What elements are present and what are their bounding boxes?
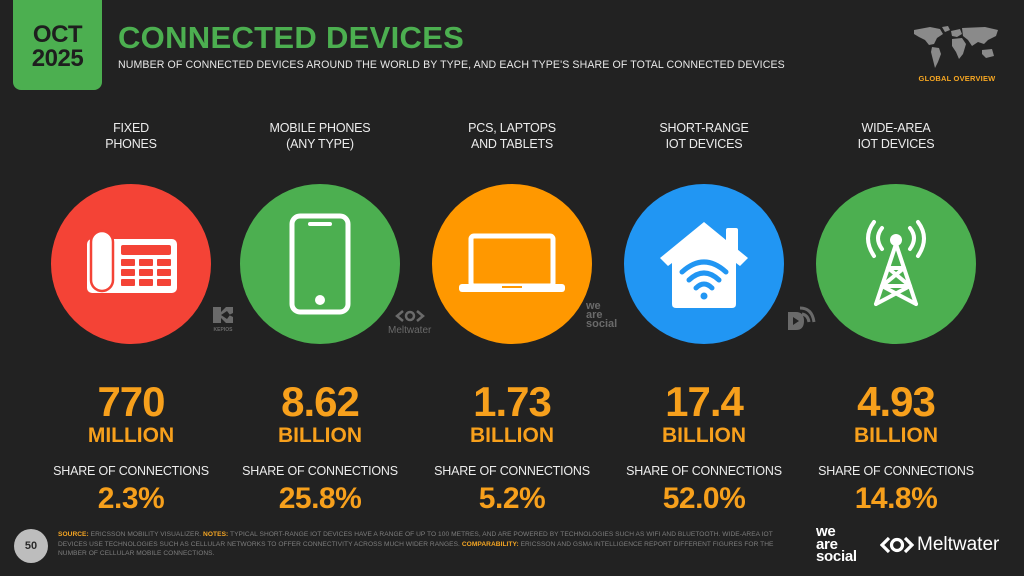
share-label: SHARE OF CONNECTIONS (818, 464, 974, 478)
device-label: MOBILE PHONES (ANY TYPE) (269, 121, 371, 151)
device-card-short-range-iot: SHORT-RANGE IOT DEVICES 17.4 BILLION SHA… (608, 120, 800, 516)
notes-text: TYPICAL SHORT-RANGE IOT DEVICES HAVE A R… (58, 531, 773, 548)
page-title: CONNECTED DEVICES (118, 20, 465, 55)
device-label: PCS, LAPTOPS AND TABLETS (468, 121, 556, 151)
device-count: 17.4 (665, 378, 744, 425)
share-value: 25.8% (278, 482, 362, 515)
footnote: SOURCE: ERICSSON MOBILITY VISUALIZER. NO… (58, 530, 798, 559)
meltwater-mark-icon (880, 536, 914, 554)
date-year: 2025 (31, 45, 84, 72)
device-circle (624, 184, 784, 344)
smart-home-wifi-icon (660, 222, 748, 308)
device-label: WIDE-AREA IOT DEVICES (857, 121, 935, 151)
share-label: SHARE OF CONNECTIONS (242, 464, 398, 478)
page-number: 50 (14, 529, 48, 563)
device-circle (432, 184, 592, 344)
device-card-mobile-phones: MOBILE PHONES (ANY TYPE) 8.62 BILLION SH… (224, 120, 416, 516)
datareportal-logo-icon (788, 306, 816, 330)
meltwater-logo-icon (394, 310, 425, 322)
laptop-icon (459, 233, 565, 292)
share-value: 14.8% (854, 482, 938, 515)
smartphone-icon (289, 213, 351, 315)
share-label: SHARE OF CONNECTIONS (626, 464, 782, 478)
device-circle (51, 184, 211, 344)
kepios-logo-icon (213, 307, 233, 323)
we-are-social-logo: we are social (816, 523, 857, 565)
share-value: 2.3% (97, 482, 165, 515)
device-columns: FIXED PHONES 770 MILLION SHARE OF CONNEC… (0, 120, 1024, 515)
share-value: 52.0% (662, 482, 746, 515)
section-label: GLOBAL OVERVIEW (918, 74, 996, 83)
source-text: ERICSSON MOBILITY VISUALIZER. (88, 531, 204, 538)
share-value: 5.2% (478, 482, 546, 515)
cell-tower-icon (866, 220, 926, 306)
meltwater-watermark: Meltwater (388, 310, 431, 336)
comparability-text: ERICSSON AND GSMA INTELLIGENCE REPORT DI… (58, 540, 774, 558)
device-label: FIXED PHONES (105, 121, 157, 151)
notes-label: NOTES: (203, 531, 229, 538)
device-count: 770 (97, 378, 165, 425)
meltwater-logo: Meltwater (880, 534, 999, 556)
comparability-label: COMPARABILITY: (461, 540, 519, 548)
share-label: SHARE OF CONNECTIONS (53, 464, 209, 478)
device-count-unit: BILLION (278, 424, 362, 447)
device-count-unit: BILLION (470, 424, 554, 447)
date-month: OCT (32, 21, 83, 48)
device-count: 8.62 (281, 378, 360, 425)
world-map-icon (914, 26, 998, 68)
kepios-watermark: KEPIOS (212, 306, 234, 333)
device-circle (240, 184, 400, 344)
source-label: SOURCE: (58, 531, 89, 538)
device-card-fixed-phones: FIXED PHONES 770 MILLION SHARE OF CONNEC… (35, 120, 227, 516)
device-count-unit: MILLION (87, 424, 175, 447)
device-count-unit: BILLION (854, 424, 938, 447)
device-count: 4.93 (857, 378, 936, 425)
share-label: SHARE OF CONNECTIONS (434, 464, 590, 478)
device-count: 1.73 (473, 378, 552, 425)
date-badge: OCT 2025 (13, 0, 102, 90)
page-subtitle: NUMBER OF CONNECTED DEVICES AROUND THE W… (118, 59, 785, 71)
device-circle (816, 184, 976, 344)
desk-phone-icon (87, 229, 177, 293)
device-label: SHORT-RANGE IOT DEVICES (659, 121, 749, 151)
device-card-pcs-laptops-tablets: PCS, LAPTOPS AND TABLETS 1.73 BILLION SH… (416, 120, 608, 516)
device-card-wide-area-iot: WIDE-AREA IOT DEVICES 4.93 BILLION SHARE… (800, 120, 992, 516)
device-count-unit: BILLION (662, 424, 746, 447)
we-are-social-watermark: we are social (586, 300, 618, 330)
